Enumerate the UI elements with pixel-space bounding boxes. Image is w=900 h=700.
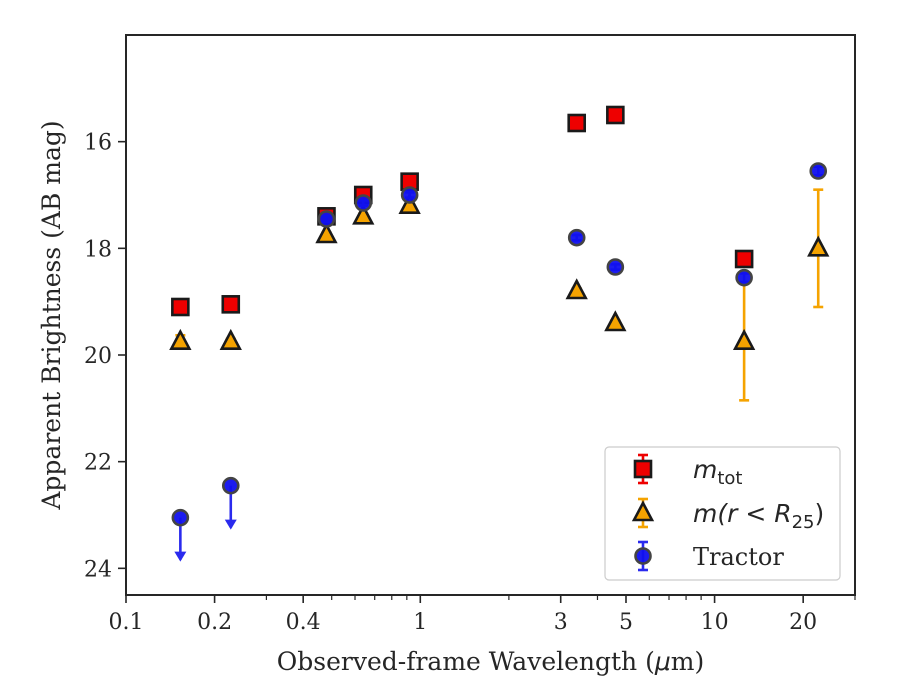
legend: mtot m(r < R25) Tractor <box>604 446 841 581</box>
data-point-tractor <box>171 508 190 562</box>
data-point-mtot <box>734 249 754 269</box>
circle-marker <box>567 228 586 247</box>
data-point-tractor <box>354 194 373 212</box>
legend-circle-marker <box>634 547 652 565</box>
square-marker <box>567 113 587 133</box>
legend-label: Tractor <box>693 543 784 571</box>
x-tick-label: 0.1 <box>109 610 144 635</box>
circle-marker <box>317 210 336 228</box>
data-points <box>169 0 830 562</box>
y-tick-label: 16 <box>84 131 112 156</box>
data-point-tractor <box>400 186 419 204</box>
legend-entry-mtot: mtot <box>633 453 743 489</box>
data-point-tractor <box>606 258 625 276</box>
data-point-mr25 <box>169 328 192 350</box>
x-tick-label: 20 <box>789 610 817 635</box>
triangle-marker <box>352 203 375 225</box>
circle-marker <box>171 508 190 527</box>
data-point-tractor <box>221 476 240 530</box>
arrow-head <box>174 551 187 562</box>
data-point-mr25 <box>315 222 338 244</box>
circle-marker <box>606 258 625 276</box>
legend-label: mtot <box>693 455 743 489</box>
x-tick-label: 0.4 <box>286 610 321 635</box>
data-point-mtot <box>567 113 587 133</box>
x-tick-label: 1 <box>413 610 427 635</box>
data-point-mr25 <box>732 281 756 402</box>
x-tick-label: 3 <box>554 610 568 635</box>
series-mtot <box>171 0 826 317</box>
x-tick-label: 0.2 <box>197 610 232 635</box>
y-axis-title: Apparent Brightness (AB mag) <box>37 120 66 510</box>
y-tick-label: 20 <box>84 344 112 369</box>
x-tick-label: 5 <box>619 610 633 635</box>
data-point-mtot <box>810 0 826 16</box>
square-marker <box>171 297 190 317</box>
circle-marker <box>400 186 419 204</box>
triangle-marker <box>807 235 830 257</box>
x-axis-title: Observed-frame Wavelength (μm) <box>277 647 704 676</box>
data-point-mr25 <box>352 203 375 225</box>
data-point-tractor <box>809 162 828 180</box>
square-marker <box>221 295 241 314</box>
data-point-tractor <box>735 268 753 287</box>
data-point-mr25 <box>604 310 627 332</box>
data-point-mtot <box>221 295 241 314</box>
circle-marker <box>809 162 828 180</box>
triangle-marker <box>315 222 338 244</box>
legend-triangle-marker <box>631 500 655 522</box>
triangle-marker <box>169 328 192 350</box>
data-point-tractor <box>317 210 336 228</box>
y-tick-label: 24 <box>84 557 112 582</box>
data-point-mr25 <box>219 328 242 350</box>
square-marker <box>810 0 826 16</box>
legend-square-marker <box>633 459 653 479</box>
y-tick-label: 22 <box>84 451 112 476</box>
x-tick-label: 10 <box>701 610 729 635</box>
series-tractor <box>171 162 828 562</box>
square-marker <box>606 105 625 125</box>
data-point-mtot <box>606 105 625 125</box>
legend-box <box>604 446 841 581</box>
triangle-marker <box>732 328 756 350</box>
plot-frame <box>125 34 856 596</box>
circle-marker <box>221 476 240 495</box>
triangle-marker <box>219 328 242 350</box>
circle-marker <box>354 194 373 212</box>
series-mr25 <box>169 188 830 402</box>
legend-label: m(r < R25) <box>693 499 824 533</box>
y-tick-label: 18 <box>84 237 112 262</box>
legend-entry-mr25: m(r < R25) <box>631 497 824 533</box>
data-point-mtot <box>171 297 190 317</box>
data-point-mr25 <box>807 188 830 309</box>
axes: 0.1 0.2 0.4 1 3 5 10 20 16 18 20 22 24 Observed-frame… <box>37 34 856 676</box>
triangle-marker <box>565 278 588 300</box>
arrow-head <box>224 519 237 530</box>
data-point-mr25 <box>565 278 588 300</box>
triangle-marker <box>398 192 421 214</box>
triangle-marker <box>604 310 627 332</box>
square-marker <box>734 249 754 269</box>
data-point-tractor <box>567 228 586 247</box>
legend-entry-tractor: Tractor <box>634 540 784 572</box>
circle-marker <box>735 268 753 287</box>
